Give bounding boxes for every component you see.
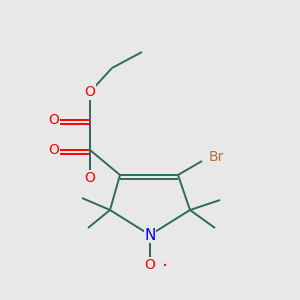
Text: O: O [145, 258, 155, 272]
Text: O: O [49, 113, 59, 127]
Text: O: O [49, 143, 59, 157]
Text: ·: · [162, 257, 168, 277]
Text: O: O [85, 85, 95, 99]
Text: O: O [85, 171, 95, 185]
Text: N: N [144, 227, 156, 242]
Text: Br: Br [208, 150, 224, 164]
